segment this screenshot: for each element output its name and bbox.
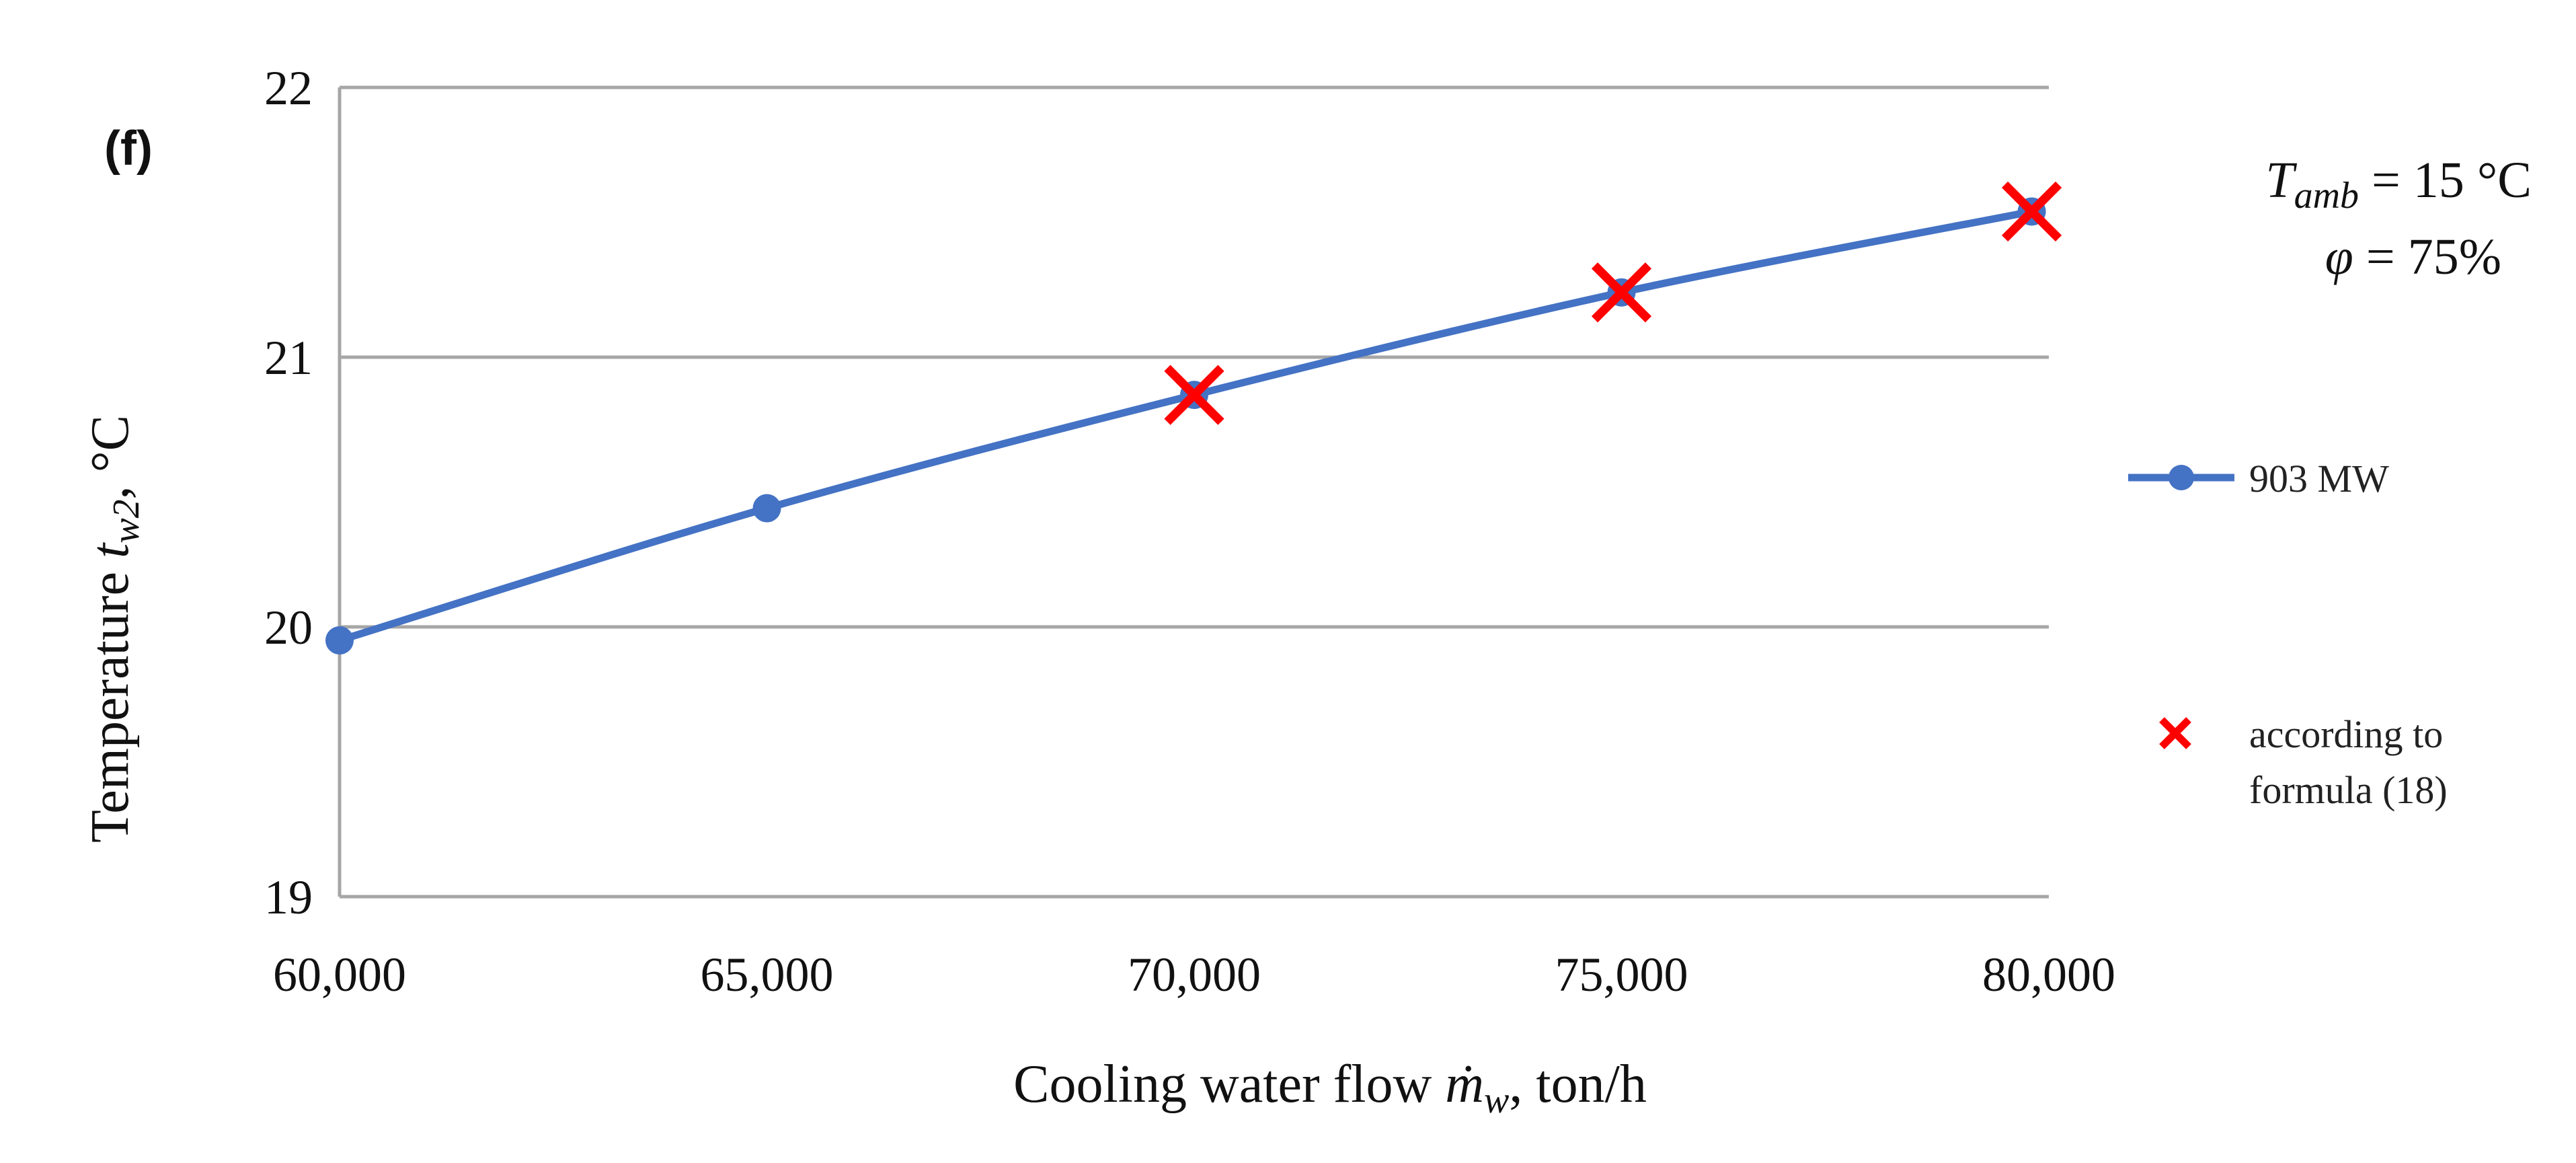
y-axis-title: Temperature tw2, °C <box>81 415 147 843</box>
x-axis-title-suffix: , ton/h <box>1509 1055 1646 1114</box>
series-line-903mw <box>338 208 2033 644</box>
x-tick-label-60,000: 60,000 <box>273 948 406 1002</box>
series-point-903mw-60000 <box>325 626 354 655</box>
legend-marker-formula-cross <box>2159 717 2191 749</box>
panel-label: (f) <box>104 122 153 176</box>
annotation-humidity: φ = 75% <box>2325 229 2501 285</box>
cross-stroke-b <box>1591 262 1652 323</box>
x-tick-labels: 60,000 65,000 70,000 75,000 80,000 <box>273 948 2115 1002</box>
series-point-formula-70000 <box>1164 365 1224 425</box>
x-axis-title: Cooling water flow ṁw, ton/h <box>1013 1055 1647 1121</box>
annotation-ambient-temperature: Tamb = 15 °C <box>2265 152 2532 217</box>
y-tick-label-20: 20 <box>264 601 313 654</box>
y-axis-title-suffix: , °C <box>81 415 140 499</box>
y-axis-title-symbol: t <box>81 542 140 558</box>
y-axis-title-prefix: Temperature <box>81 558 140 843</box>
x-tick-label-75,000: 75,000 <box>1555 948 1688 1002</box>
legend-label-formula: according to formula (18) <box>2249 712 2453 812</box>
annotation-symbol-phi: φ <box>2325 229 2353 285</box>
legend-label-903mw: 903 MW <box>2249 457 2389 500</box>
legend-marker-903mw <box>2169 465 2194 490</box>
annotation-humidity-value: = 75% <box>2353 229 2501 285</box>
axes <box>338 87 2049 899</box>
plot-area <box>325 181 2062 655</box>
y-tick-labels: 19 20 21 22 <box>264 61 313 924</box>
y-tick-label-19: 19 <box>264 870 313 924</box>
cross-stroke-b <box>2001 181 2062 242</box>
x-axis-title-symbol: ṁ <box>1445 1055 1484 1114</box>
x-axis-title-prefix: Cooling water flow <box>1013 1055 1445 1114</box>
series-point-formula-75000 <box>1591 262 1652 323</box>
annotation-temperature-value: = 15 °C <box>2359 152 2532 209</box>
x-tick-label-80,000: 80,000 <box>1982 948 2115 1002</box>
y-tick-label-22: 22 <box>264 61 313 115</box>
x-tick-label-65,000: 65,000 <box>701 948 834 1002</box>
legend-label-formula-line-1: according to <box>2249 712 2443 756</box>
annotation-subscript-amb: amb <box>2294 175 2359 217</box>
x-tick-label-70,000: 70,000 <box>1128 948 1261 1002</box>
cross-stroke-b <box>1164 365 1224 425</box>
annotation-symbol-t: T <box>2265 152 2297 209</box>
series-point-formula-79800 <box>2001 181 2062 242</box>
x-axis-title-subscript: w <box>1484 1080 1509 1121</box>
legend: 903 MW according to formula (18) <box>2128 457 2453 812</box>
legend-label-formula-line-2: formula (18) <box>2249 768 2448 812</box>
gridlines <box>340 85 2049 629</box>
conditions-annotation: Tamb = 15 °C φ = 75% <box>2265 152 2532 285</box>
y-axis-title-subscript: w2 <box>106 499 147 543</box>
y-tick-label-21: 21 <box>264 331 313 385</box>
series-point-903mw-65000 <box>752 494 781 523</box>
